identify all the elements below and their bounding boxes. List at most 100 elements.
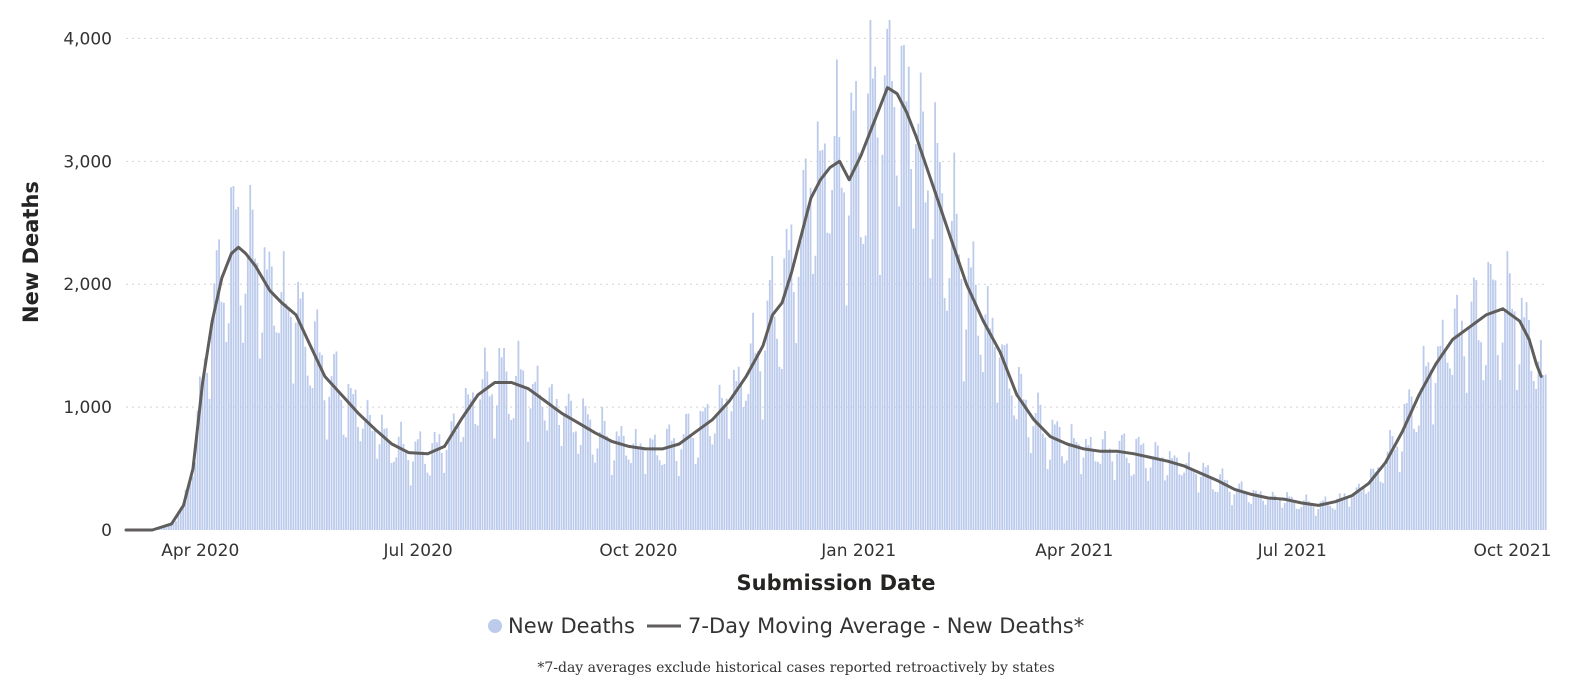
bar (1425, 366, 1427, 530)
bar (1441, 319, 1444, 530)
bar (421, 451, 424, 530)
bar (227, 323, 230, 530)
bar (965, 329, 968, 530)
bar (1015, 419, 1018, 530)
bar (256, 262, 259, 530)
bar (440, 452, 443, 530)
bar (510, 419, 513, 530)
bar (443, 472, 446, 530)
bar (1044, 437, 1047, 530)
bar (795, 343, 798, 530)
bar (701, 411, 704, 530)
bar (934, 102, 936, 531)
bar (596, 448, 599, 530)
bar (982, 372, 984, 530)
bar (1116, 453, 1118, 530)
bar (1149, 467, 1152, 530)
legend-label-new-deaths: New Deaths (508, 614, 635, 638)
bar (730, 411, 733, 530)
bar (625, 455, 628, 530)
bar (907, 66, 910, 531)
bar (175, 521, 177, 530)
x-tick-label: Oct 2021 (1473, 541, 1551, 561)
bar (991, 317, 994, 530)
bar (306, 375, 309, 530)
bar (354, 389, 357, 530)
bar (1350, 497, 1353, 530)
bar (1022, 399, 1025, 530)
bar (268, 251, 271, 530)
bar (402, 443, 405, 530)
bar (776, 338, 778, 530)
bar (586, 414, 589, 530)
bar (630, 463, 632, 530)
bar (280, 292, 283, 530)
bar (893, 107, 896, 530)
bar (230, 187, 232, 531)
bar (347, 383, 350, 530)
bar (335, 351, 338, 530)
bar (1403, 404, 1406, 530)
bar (1108, 448, 1111, 530)
bar (1437, 346, 1439, 530)
bar (215, 250, 218, 530)
bar (1334, 509, 1336, 530)
bar (1513, 311, 1516, 530)
bar (1006, 343, 1008, 530)
bar (986, 286, 989, 530)
bar (1310, 503, 1312, 530)
bar (1089, 436, 1092, 530)
bar (632, 443, 635, 530)
bar (1444, 348, 1447, 530)
bar (1135, 438, 1138, 530)
bar (397, 436, 400, 530)
bar (1267, 499, 1269, 530)
bar (682, 434, 685, 530)
bar (290, 316, 292, 530)
bar (704, 407, 707, 530)
bar (816, 121, 819, 531)
bar (895, 175, 898, 530)
bar (285, 303, 288, 530)
bar (1082, 457, 1085, 530)
bar (177, 514, 180, 530)
bar (1269, 497, 1272, 530)
bar (551, 384, 553, 530)
bar (515, 375, 517, 530)
bar (302, 291, 304, 530)
bar (345, 437, 347, 530)
bar (1192, 472, 1195, 530)
y-tick-label: 1,000 (63, 398, 112, 418)
bar (1439, 345, 1442, 530)
bar (553, 408, 556, 530)
bar (759, 371, 762, 530)
bar (1456, 294, 1458, 530)
bar (1104, 430, 1106, 530)
bar (373, 427, 376, 530)
bar (591, 454, 594, 530)
bar (1077, 444, 1080, 530)
bar (1353, 492, 1356, 530)
bar (261, 332, 264, 530)
bar (1063, 463, 1066, 530)
bar (673, 438, 675, 530)
bar (1171, 458, 1174, 530)
bar (340, 399, 343, 530)
bar (488, 396, 491, 530)
bar (1405, 403, 1408, 530)
bar (1540, 339, 1542, 530)
bar (1008, 388, 1011, 530)
bar (1231, 505, 1233, 530)
bar (1408, 389, 1411, 530)
bar (871, 78, 874, 530)
bar (1314, 515, 1317, 530)
bar (950, 220, 953, 531)
bar (266, 269, 268, 530)
bar (1092, 450, 1095, 530)
bar (735, 381, 738, 530)
bar (828, 233, 831, 531)
bar (606, 435, 608, 530)
y-tick-label: 3,000 (63, 152, 112, 172)
bar (1085, 438, 1087, 530)
bar (213, 283, 216, 530)
